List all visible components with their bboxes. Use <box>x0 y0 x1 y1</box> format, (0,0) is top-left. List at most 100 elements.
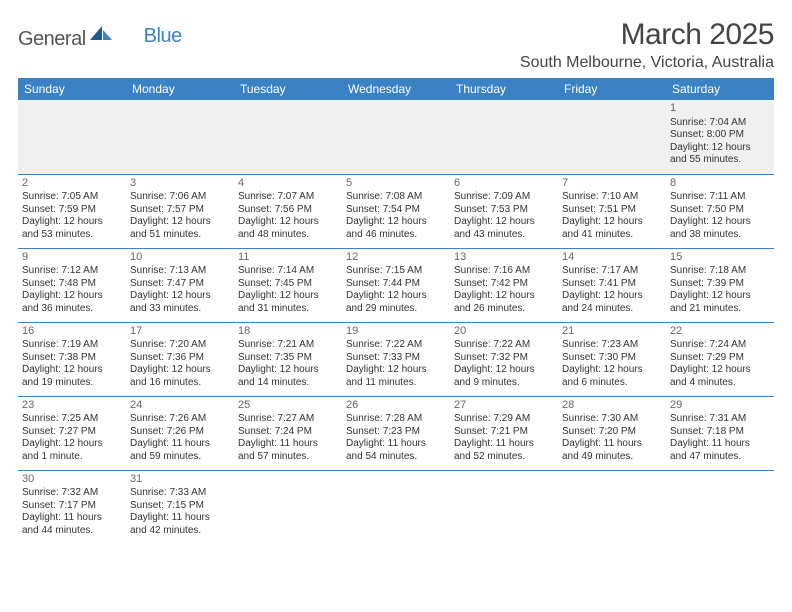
day-info-line: Sunrise: 7:13 AM <box>130 265 230 278</box>
day-info-line: Daylight: 11 hours <box>130 438 230 451</box>
calendar-cell: 8Sunrise: 7:11 AMSunset: 7:50 PMDaylight… <box>666 174 774 248</box>
calendar-cell: 31Sunrise: 7:33 AMSunset: 7:15 PMDayligh… <box>126 470 234 544</box>
title-block: March 2025 South Melbourne, Victoria, Au… <box>520 18 774 72</box>
day-info-line: Sunrise: 7:28 AM <box>346 413 446 426</box>
day-number: 21 <box>562 325 662 339</box>
day-info-line: Sunset: 7:51 PM <box>562 204 662 217</box>
day-info-line: Sunset: 7:23 PM <box>346 426 446 439</box>
day-number: 23 <box>22 399 122 413</box>
calendar-cell <box>234 100 342 174</box>
day-number: 26 <box>346 399 446 413</box>
day-info-line: Daylight: 12 hours <box>238 364 338 377</box>
calendar-cell: 13Sunrise: 7:16 AMSunset: 7:42 PMDayligh… <box>450 248 558 322</box>
day-info-line: Sunset: 7:20 PM <box>562 426 662 439</box>
calendar-cell: 28Sunrise: 7:30 AMSunset: 7:20 PMDayligh… <box>558 396 666 470</box>
calendar-cell: 26Sunrise: 7:28 AMSunset: 7:23 PMDayligh… <box>342 396 450 470</box>
calendar-cell: 25Sunrise: 7:27 AMSunset: 7:24 PMDayligh… <box>234 396 342 470</box>
day-info-line: Daylight: 11 hours <box>670 438 770 451</box>
day-number: 9 <box>22 251 122 265</box>
day-info-line: Sunrise: 7:20 AM <box>130 339 230 352</box>
day-info-line: Sunset: 7:18 PM <box>670 426 770 439</box>
day-info-line: Sunrise: 7:30 AM <box>562 413 662 426</box>
calendar-cell: 22Sunrise: 7:24 AMSunset: 7:29 PMDayligh… <box>666 322 774 396</box>
calendar-cell <box>342 470 450 544</box>
day-info-line: Sunset: 7:26 PM <box>130 426 230 439</box>
day-number: 22 <box>670 325 770 339</box>
day-info-line: Sunset: 7:57 PM <box>130 204 230 217</box>
day-info-line: and 41 minutes. <box>562 229 662 242</box>
day-info-line: Sunset: 7:47 PM <box>130 278 230 291</box>
day-info-line: Sunrise: 7:27 AM <box>238 413 338 426</box>
day-info-line: and 55 minutes. <box>670 154 770 167</box>
day-info-line: and 29 minutes. <box>346 303 446 316</box>
calendar-cell: 3Sunrise: 7:06 AMSunset: 7:57 PMDaylight… <box>126 174 234 248</box>
day-info-line: Sunset: 7:50 PM <box>670 204 770 217</box>
day-info-line: Sunrise: 7:26 AM <box>130 413 230 426</box>
day-info-line: and 43 minutes. <box>454 229 554 242</box>
day-info-line: Daylight: 12 hours <box>454 364 554 377</box>
day-info-line: Sunrise: 7:14 AM <box>238 265 338 278</box>
day-info-line: Sunrise: 7:06 AM <box>130 191 230 204</box>
calendar-cell: 14Sunrise: 7:17 AMSunset: 7:41 PMDayligh… <box>558 248 666 322</box>
calendar-week-row: 30Sunrise: 7:32 AMSunset: 7:17 PMDayligh… <box>18 470 774 544</box>
logo-text-general: General <box>18 28 86 51</box>
day-info-line: and 42 minutes. <box>130 525 230 538</box>
day-header: Monday <box>126 78 234 100</box>
calendar-cell: 23Sunrise: 7:25 AMSunset: 7:27 PMDayligh… <box>18 396 126 470</box>
calendar-week-row: 16Sunrise: 7:19 AMSunset: 7:38 PMDayligh… <box>18 322 774 396</box>
calendar-header-row: Sunday Monday Tuesday Wednesday Thursday… <box>18 78 774 100</box>
day-info-line: and 44 minutes. <box>22 525 122 538</box>
day-number: 16 <box>22 325 122 339</box>
logo-text-blue: Blue <box>144 25 182 48</box>
day-number: 19 <box>346 325 446 339</box>
day-info-line: and 52 minutes. <box>454 451 554 464</box>
day-info-line: Daylight: 12 hours <box>22 290 122 303</box>
day-info-line: Sunset: 7:15 PM <box>130 500 230 513</box>
day-header: Tuesday <box>234 78 342 100</box>
day-info-line: and 9 minutes. <box>454 377 554 390</box>
day-info-line: Sunset: 7:38 PM <box>22 352 122 365</box>
day-info-line: Daylight: 12 hours <box>22 364 122 377</box>
day-number: 6 <box>454 177 554 191</box>
day-info-line: Daylight: 12 hours <box>22 216 122 229</box>
calendar-cell: 19Sunrise: 7:22 AMSunset: 7:33 PMDayligh… <box>342 322 450 396</box>
day-info-line: Sunset: 7:36 PM <box>130 352 230 365</box>
day-info-line: and 31 minutes. <box>238 303 338 316</box>
calendar-cell: 11Sunrise: 7:14 AMSunset: 7:45 PMDayligh… <box>234 248 342 322</box>
calendar-cell <box>18 100 126 174</box>
day-info-line: Sunset: 7:32 PM <box>454 352 554 365</box>
day-info-line: Daylight: 12 hours <box>238 216 338 229</box>
day-info-line: Sunrise: 7:09 AM <box>454 191 554 204</box>
day-info-line: Daylight: 11 hours <box>346 438 446 451</box>
day-info-line: Daylight: 12 hours <box>562 364 662 377</box>
day-info-line: and 51 minutes. <box>130 229 230 242</box>
calendar-cell <box>450 470 558 544</box>
day-info-line: Sunrise: 7:33 AM <box>130 487 230 500</box>
day-info-line: and 49 minutes. <box>562 451 662 464</box>
day-info-line: Sunrise: 7:22 AM <box>454 339 554 352</box>
page-title: March 2025 <box>520 18 774 52</box>
day-number: 25 <box>238 399 338 413</box>
day-info-line: and 53 minutes. <box>22 229 122 242</box>
day-info-line: Daylight: 12 hours <box>454 216 554 229</box>
day-info-line: Sunrise: 7:05 AM <box>22 191 122 204</box>
day-number: 30 <box>22 473 122 487</box>
day-info-line: and 59 minutes. <box>130 451 230 464</box>
day-info-line: and 46 minutes. <box>346 229 446 242</box>
day-info-line: Sunset: 7:41 PM <box>562 278 662 291</box>
day-number: 5 <box>346 177 446 191</box>
day-info-line: Sunset: 8:00 PM <box>670 129 770 142</box>
day-number: 11 <box>238 251 338 265</box>
day-info-line: Sunrise: 7:31 AM <box>670 413 770 426</box>
calendar-cell <box>126 100 234 174</box>
day-info-line: Daylight: 11 hours <box>130 512 230 525</box>
calendar-cell <box>342 100 450 174</box>
day-info-line: Daylight: 12 hours <box>670 142 770 155</box>
day-header: Sunday <box>18 78 126 100</box>
calendar-table: Sunday Monday Tuesday Wednesday Thursday… <box>18 78 774 544</box>
day-info-line: Daylight: 11 hours <box>454 438 554 451</box>
calendar-cell: 1Sunrise: 7:04 AMSunset: 8:00 PMDaylight… <box>666 100 774 174</box>
day-info-line: Sunset: 7:33 PM <box>346 352 446 365</box>
day-info-line: Sunset: 7:24 PM <box>238 426 338 439</box>
calendar-body: 1Sunrise: 7:04 AMSunset: 8:00 PMDaylight… <box>18 100 774 544</box>
